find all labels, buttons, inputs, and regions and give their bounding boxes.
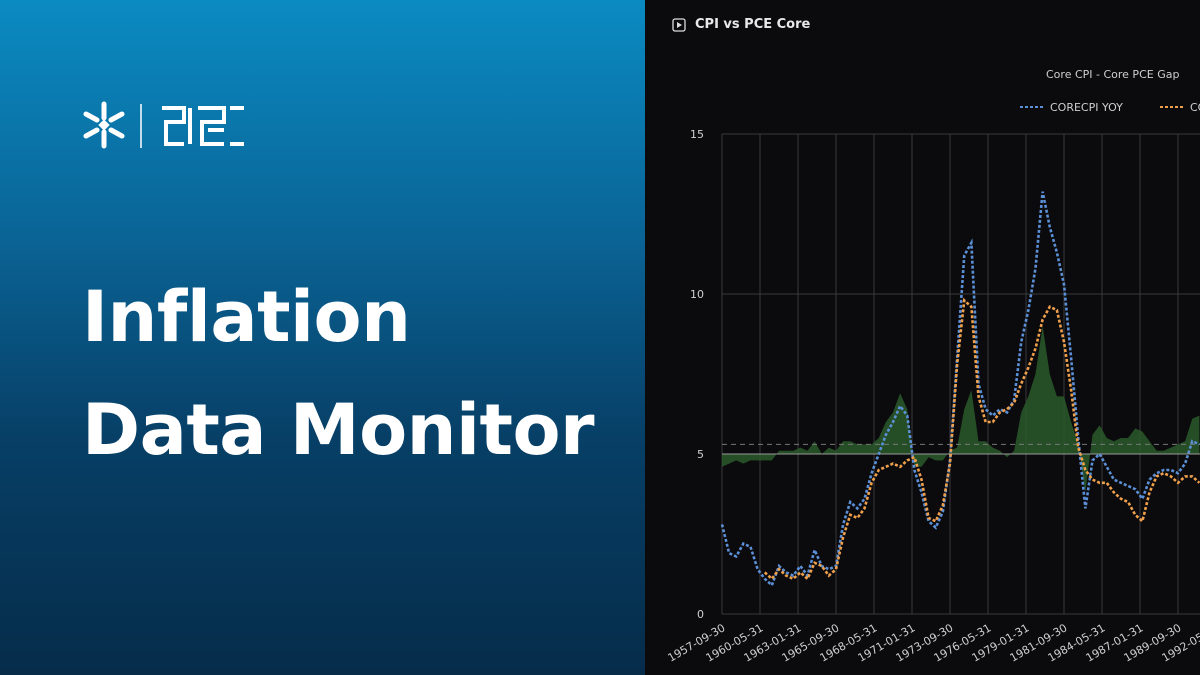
legend-label: CORECPI YOY [1050,101,1123,114]
headline: Data Monitor [82,389,595,471]
headline: Inflation [82,276,411,358]
chart-title: Core CPI - Core PCE Gap [1046,68,1179,81]
gap-area [722,326,1200,493]
y-tick-label: 0 [697,608,704,621]
panel-title: CPI vs PCE Core [695,17,811,32]
chart: Core CPI - Core PCE Gap 0510151957-09-30… [666,68,1200,665]
y-tick-label: 10 [690,288,704,301]
legend-label: CO [1190,101,1200,114]
logo [83,101,244,149]
y-tick-label: 15 [690,128,704,141]
chart-panel: CPI vs PCE Core Core CPI - Core PCE Gap … [645,0,1200,675]
y-tick-label: 5 [697,448,704,461]
series-line [763,297,1200,581]
play-icon [672,18,686,32]
series-line [720,191,1200,588]
hero-panel: Inflation Data Monitor [0,0,645,675]
